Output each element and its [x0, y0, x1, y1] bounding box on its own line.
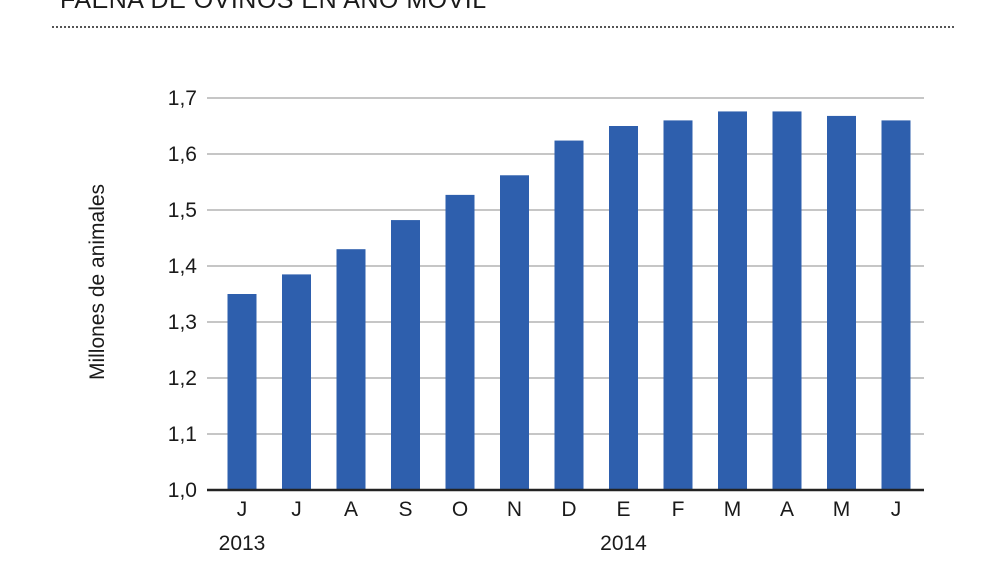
- bar: [609, 126, 638, 490]
- y-tick-label: 1,4: [168, 255, 198, 278]
- bar: [881, 120, 911, 491]
- y-tick-label: 1,6: [168, 143, 197, 166]
- x-tick-label: O: [452, 498, 468, 521]
- bar: [663, 120, 693, 491]
- year-label: 2014: [600, 532, 647, 555]
- title-divider: [52, 26, 954, 28]
- x-tick-label: D: [561, 498, 576, 521]
- x-tick-label: E: [616, 498, 630, 521]
- bars: [227, 111, 911, 491]
- bar: [445, 194, 475, 490]
- bar: [827, 115, 856, 491]
- y-tick-label: 1,3: [168, 311, 197, 334]
- bar: [554, 140, 584, 490]
- x-tick-label: J: [891, 498, 902, 521]
- bar: [391, 220, 420, 490]
- bar: [227, 294, 257, 490]
- x-tick-label: F: [672, 498, 685, 521]
- y-tick-label: 1,0: [168, 479, 197, 502]
- x-tick-label: J: [291, 498, 302, 521]
- y-tick-label: 1,5: [168, 199, 197, 222]
- x-tick-label: N: [507, 498, 522, 521]
- bar: [336, 249, 366, 490]
- tick-labels: 1,0 1,1 1,2 1,3 1,4 1,5 1,6 1,7 J J A S O N D E F M A M J 201…: [168, 87, 901, 555]
- y-tick-label: 1,1: [168, 423, 197, 446]
- bar: [500, 175, 529, 490]
- x-tick-label: A: [780, 498, 794, 521]
- y-tick-label: 1,7: [168, 87, 197, 110]
- bar: [772, 111, 802, 490]
- y-axis-title: Millones de animales: [86, 184, 109, 380]
- x-tick-label: J: [237, 498, 248, 521]
- year-label: 2013: [219, 532, 266, 555]
- chart-title: FAENA DE OVINOS EN AÑO MÓVIL: [60, 0, 487, 14]
- x-tick-label: A: [344, 498, 358, 521]
- x-tick-label: S: [398, 498, 412, 521]
- bar: [718, 111, 747, 490]
- y-tick-label: 1,2: [168, 367, 197, 390]
- x-tick-label: M: [724, 498, 742, 521]
- x-tick-label: M: [833, 498, 851, 521]
- bar: [282, 274, 311, 490]
